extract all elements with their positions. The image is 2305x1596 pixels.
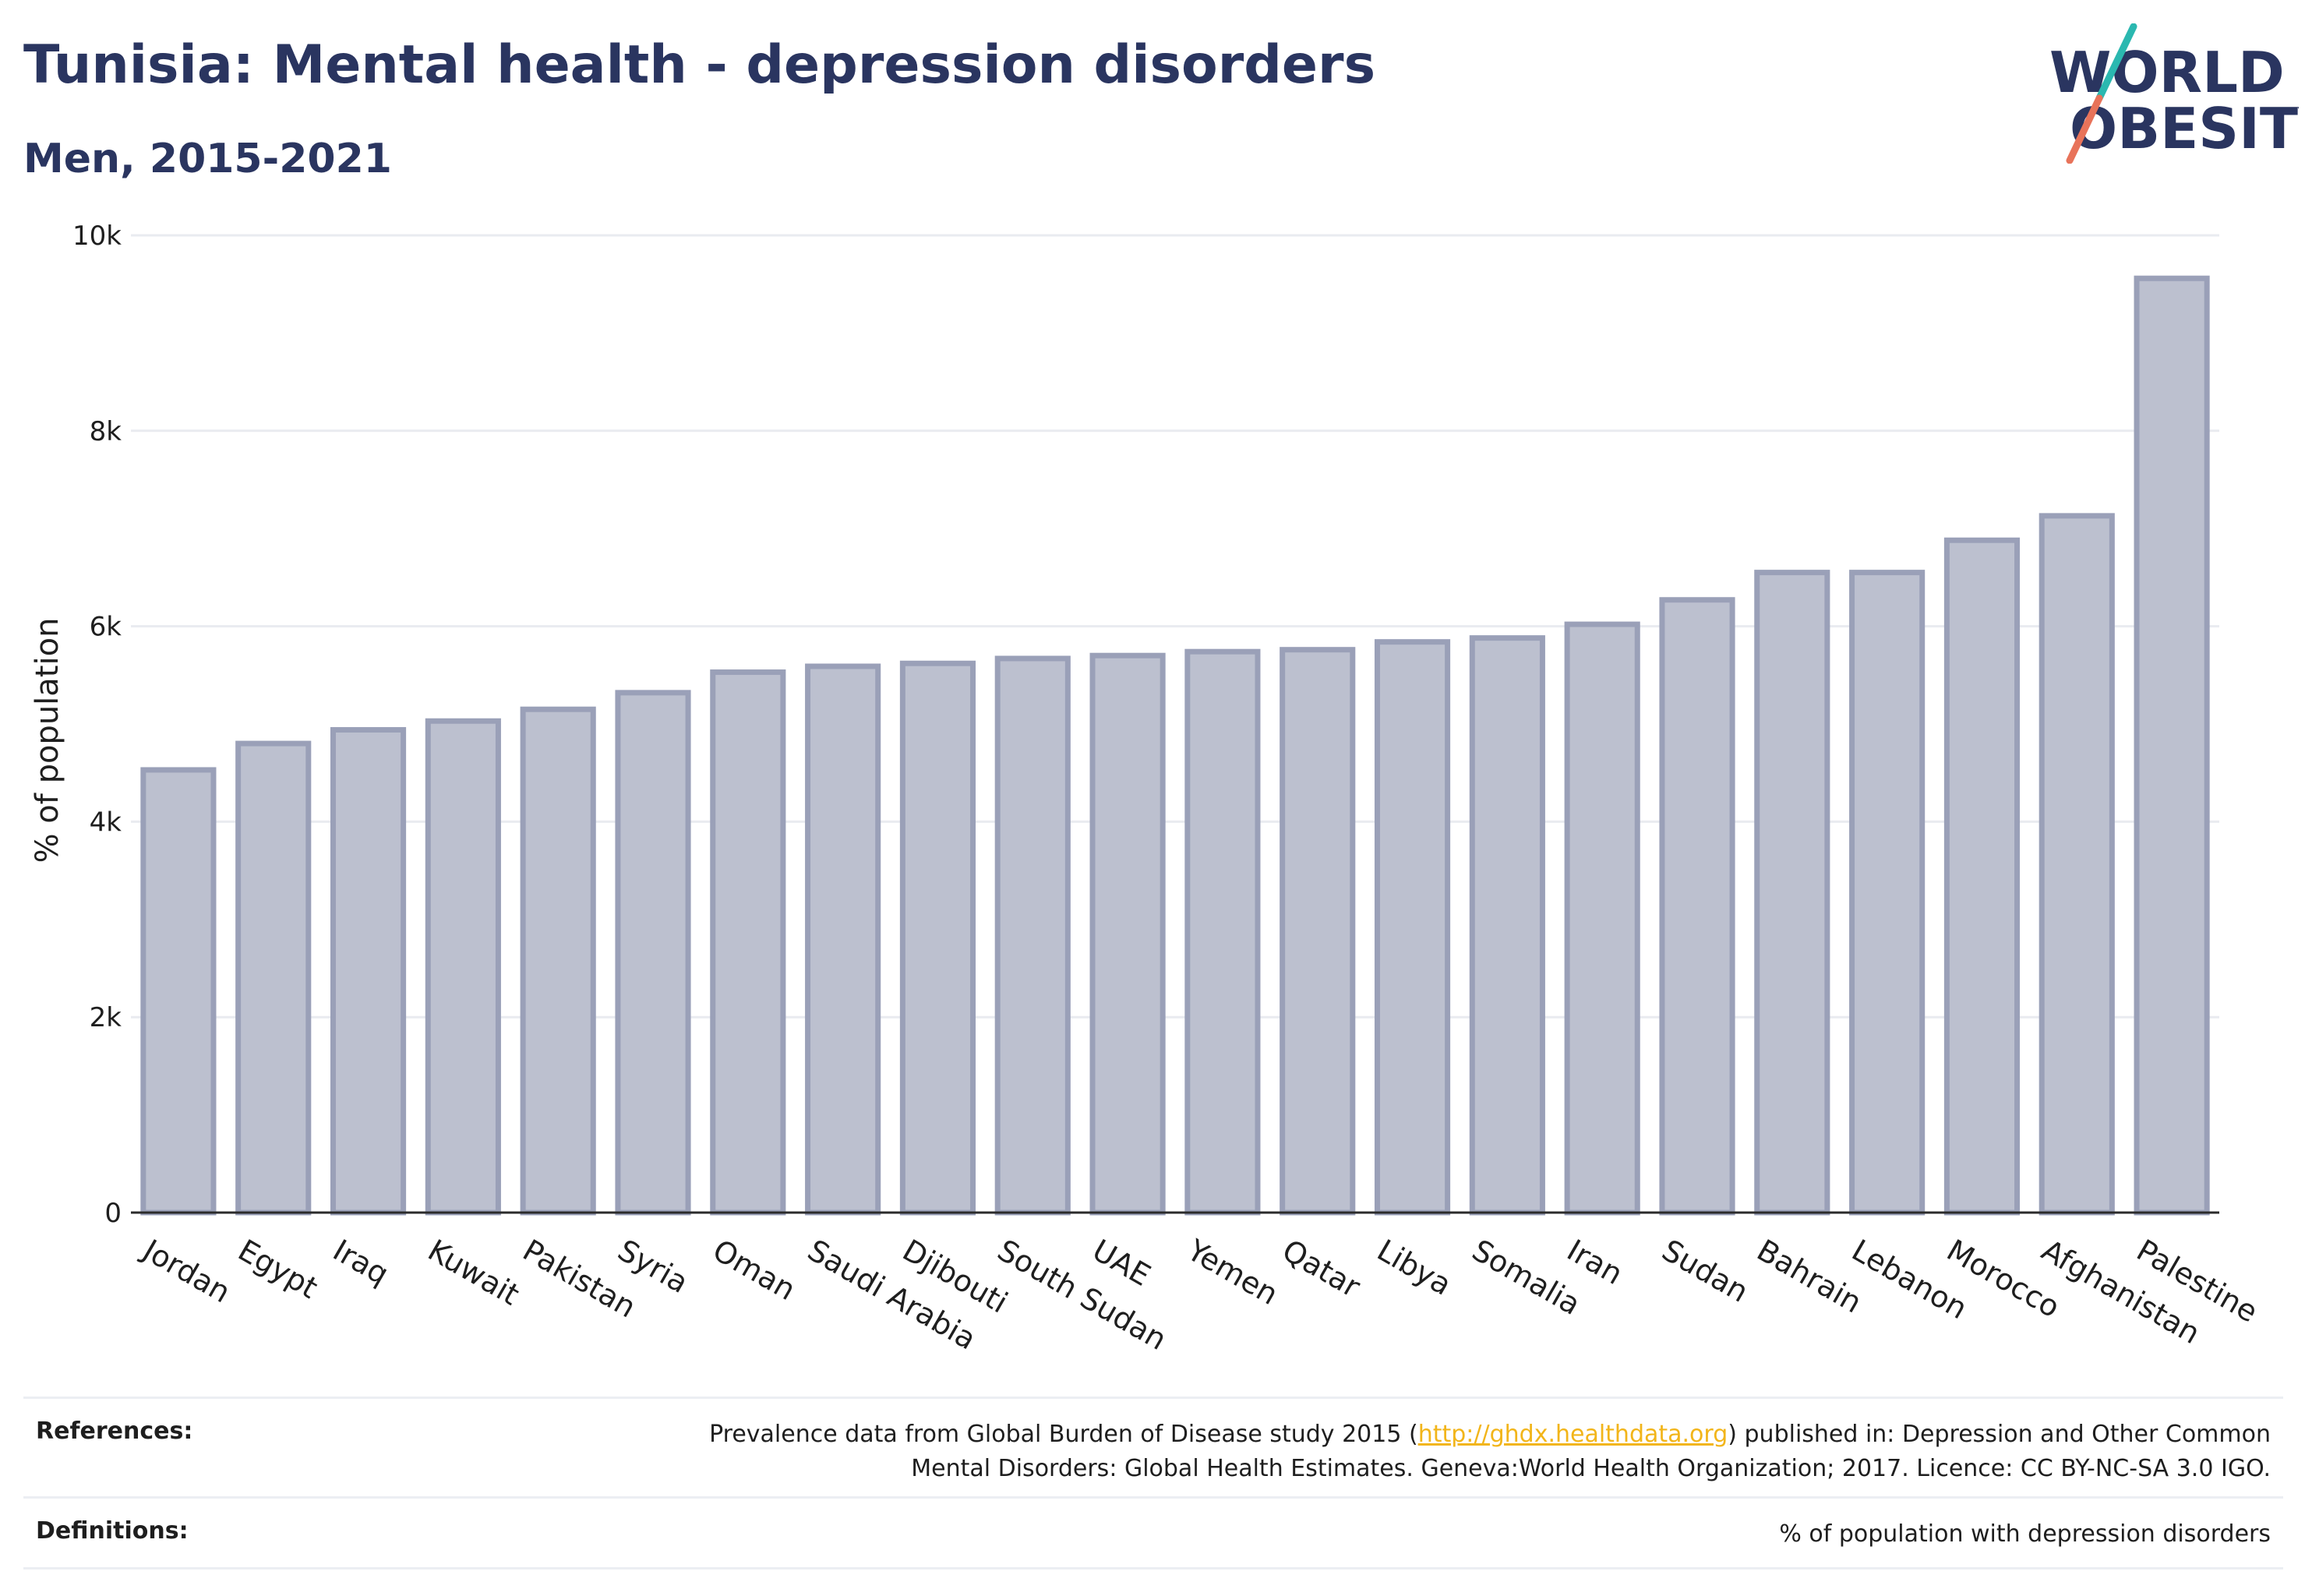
x-tick-label: Sudan bbox=[1657, 1233, 1755, 1309]
bar-iran bbox=[1564, 621, 1640, 1216]
bar-pakistan bbox=[520, 706, 596, 1216]
bar-bahrain bbox=[1754, 570, 1830, 1216]
x-tick-label: Qatar bbox=[1276, 1233, 1366, 1305]
references-line-2: Mental Disorders: Global Health Estimate… bbox=[911, 1455, 2271, 1482]
bar-libya bbox=[1374, 639, 1451, 1216]
definitions-section: Definitions: % of population with depres… bbox=[23, 1496, 2283, 1570]
x-tick-label: South Sudan bbox=[992, 1233, 1173, 1357]
x-tick-label: Yemen bbox=[1181, 1232, 1284, 1312]
definitions-text: % of population with depression disorder… bbox=[1779, 1520, 2271, 1548]
chart-subtitle: Men, 2015-2021 bbox=[23, 136, 392, 182]
y-tick-label: 8k bbox=[90, 416, 122, 447]
definitions-label: Definitions: bbox=[36, 1517, 189, 1545]
bar-somalia bbox=[1469, 635, 1545, 1216]
y-tick-label: 2k bbox=[90, 1002, 122, 1033]
x-tick-label: Somalia bbox=[1467, 1233, 1587, 1322]
bar-south-sudan bbox=[994, 655, 1071, 1216]
bar-kuwait bbox=[425, 718, 501, 1216]
bars bbox=[140, 275, 2210, 1216]
references-link[interactable]: http://ghdx.healthdata.org bbox=[1417, 1421, 1728, 1448]
bar-palestine bbox=[2134, 275, 2210, 1216]
y-tick-label: 4k bbox=[90, 807, 122, 838]
x-tick-label: Jordan bbox=[136, 1232, 236, 1310]
chart-title: Tunisia: Mental health - depression diso… bbox=[23, 34, 1376, 96]
bar-syria bbox=[615, 690, 691, 1216]
logo-line-2: OBESITY bbox=[2070, 96, 2299, 161]
x-tick-label: Oman bbox=[707, 1233, 801, 1307]
references-prefix: Prevalence data from Global Burden of Di… bbox=[709, 1421, 1418, 1448]
x-tick-label: Egypt bbox=[232, 1233, 323, 1305]
y-tick-label: 0 bbox=[104, 1198, 122, 1229]
bar-egypt bbox=[235, 740, 312, 1216]
bar-qatar bbox=[1280, 647, 1356, 1216]
logo-slash-teal bbox=[2095, 23, 2137, 102]
references-label: References: bbox=[36, 1418, 193, 1445]
bar-uae bbox=[1089, 652, 1166, 1216]
references-section: References: Prevalence data from Global … bbox=[23, 1396, 2283, 1502]
references-suffix: ) published in: Depression and Other Com… bbox=[1728, 1421, 2271, 1448]
references-text: Prevalence data from Global Burden of Di… bbox=[709, 1418, 2271, 1486]
x-tick-label: Iraq bbox=[327, 1233, 394, 1291]
logo-slash-coral bbox=[2066, 94, 2103, 164]
world-obesity-logo: WORLD OBESITY bbox=[2049, 23, 2299, 164]
bar-lebanon bbox=[1849, 570, 1926, 1216]
x-tick-label: Iran bbox=[1562, 1233, 1629, 1291]
bar-oman bbox=[710, 669, 786, 1216]
y-tick-label: 10k bbox=[72, 221, 122, 252]
bar-djibouti bbox=[899, 660, 976, 1216]
bar-iraq bbox=[330, 727, 407, 1216]
bar-saudi-arabia bbox=[805, 663, 881, 1216]
x-tick-label: Bahrain bbox=[1751, 1233, 1867, 1320]
y-tick-label: 6k bbox=[90, 612, 122, 643]
bar-afghanistan bbox=[2038, 513, 2115, 1216]
bar-jordan bbox=[140, 767, 217, 1216]
bar-morocco bbox=[1943, 537, 2021, 1216]
y-axis-label: % of population bbox=[30, 618, 65, 863]
x-tick-label: Kuwait bbox=[422, 1233, 525, 1312]
bar-yemen bbox=[1184, 648, 1261, 1216]
bar-sudan bbox=[1659, 597, 1735, 1216]
x-tick-label: Libya bbox=[1371, 1233, 1457, 1302]
y-tick-labels: 0 2k 4k 6k 8k 10k bbox=[72, 221, 122, 1229]
logo-line-1: WORLD bbox=[2049, 40, 2285, 105]
